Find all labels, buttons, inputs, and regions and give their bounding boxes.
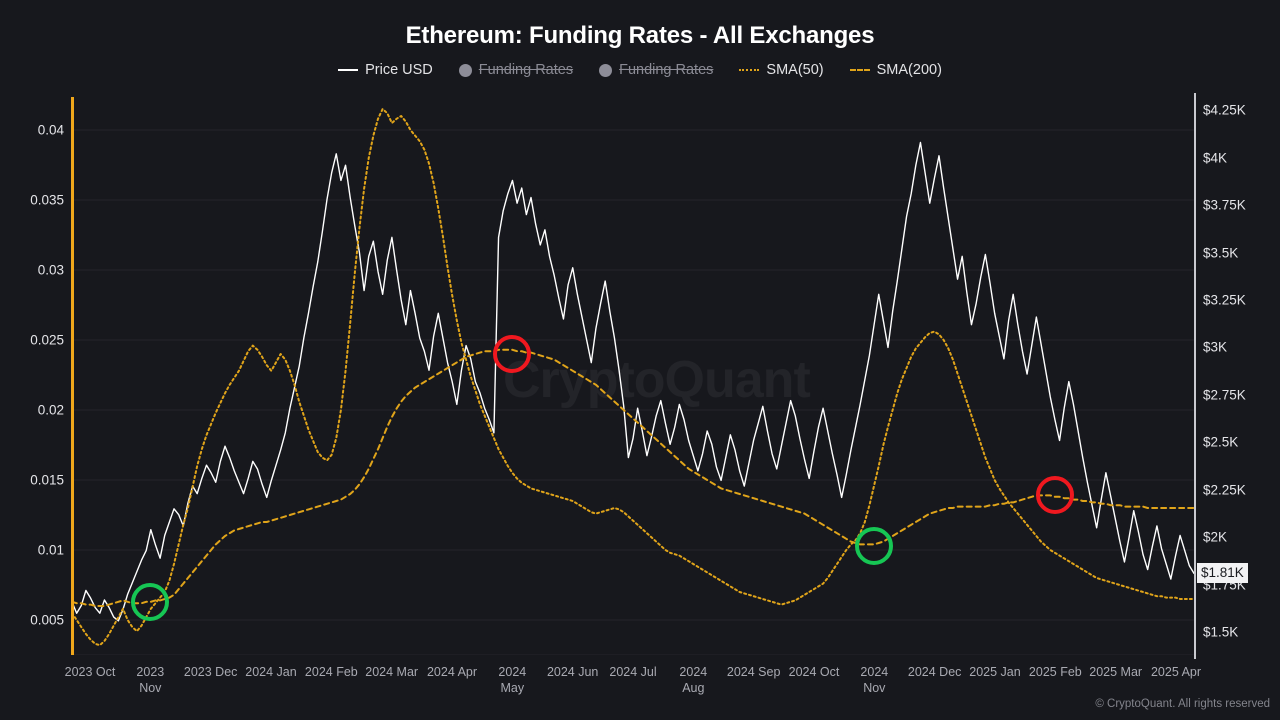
series-line-sma-50 <box>72 108 1194 647</box>
dotted-line-swatch-icon <box>739 69 760 71</box>
x-axis-tick-label: 2024 Aug <box>679 665 708 695</box>
copyright-footer: © CryptoQuant. All rights reserved <box>1095 698 1270 710</box>
legend-item-label: Funding Rates <box>619 62 714 78</box>
x-axis-tick-label: 2024 Sep <box>726 665 781 679</box>
legend-item-sma-50[interactable]: SMA(50) <box>739 62 824 78</box>
legend-item-price-usd[interactable]: Price USD <box>338 62 433 78</box>
x-axis-tick-label: 2024 Jun <box>546 665 599 679</box>
y-axis-right-tick-label: $2.25K <box>1203 482 1246 498</box>
annotation-bullish-crossover <box>855 526 894 565</box>
y-axis-left-tick-label: 0.01 <box>37 542 64 558</box>
y-axis-right-tick-label: $3.5K <box>1203 245 1239 261</box>
x-axis-tick-label: 2024 Feb <box>304 665 358 679</box>
page-title: Ethereum: Funding Rates - All Exchanges <box>405 22 875 49</box>
y-axis-right-tick-label: $2.5K <box>1203 434 1239 450</box>
x-axis-tick-label: 2024 May <box>498 665 527 695</box>
x-axis-tick-label: 2024 Jan <box>245 665 297 679</box>
series-line-price-usd <box>72 141 1194 622</box>
y-axis-right-tick-label: $1.5K <box>1203 624 1239 640</box>
y-axis-right-tick-label: $3K <box>1203 339 1228 355</box>
y-axis-left-line <box>71 97 74 655</box>
x-axis-tick-label: 2024 Jul <box>609 665 657 679</box>
x-axis-tick-label: 2024 Nov <box>860 665 889 695</box>
y-axis-right-tick-label: $3.75K <box>1203 197 1246 213</box>
y-axis-left-tick-label: 0.005 <box>30 612 64 628</box>
line-swatch-icon <box>338 69 359 71</box>
y-axis-left-tick-label: 0.03 <box>37 262 64 278</box>
x-axis-tick-label: 2024 Oct <box>788 665 840 679</box>
x-axis-tick-label: 2025 Jan <box>969 665 1021 679</box>
x-axis-tick-label: 2024 Dec <box>907 665 962 679</box>
x-axis-tick-label: 2025 Feb <box>1028 665 1082 679</box>
legend-item-label: SMA(200) <box>876 62 942 78</box>
current-price-badge: $1.81K <box>1197 563 1248 584</box>
y-axis-left-tick-label: 0.04 <box>37 122 64 138</box>
annotation-bearish-crossover <box>493 335 532 373</box>
dashed-line-swatch-icon <box>849 69 870 71</box>
y-axis-right-tick-label: $4K <box>1203 150 1228 166</box>
series-line-sma-200 <box>72 348 1194 607</box>
x-axis-tick-label: 2025 Apr <box>1150 665 1202 679</box>
legend-item-funding-rates[interactable]: Funding Rates <box>599 62 713 78</box>
x-axis-tick-label: 2024 Mar <box>365 665 419 679</box>
y-axis-right-tick-label: $2K <box>1203 529 1228 545</box>
legend-item-funding-rates[interactable]: Funding Rates <box>458 62 574 78</box>
plot-area <box>72 108 1194 655</box>
y-axis-left-tick-label: 0.015 <box>30 472 64 488</box>
x-axis-tick-label: 2024 Apr <box>426 665 478 679</box>
legend-item-label: Funding Rates <box>478 62 574 78</box>
dot-swatch-icon <box>458 63 472 77</box>
y-axis-right-tick-label: $4.25K <box>1203 102 1246 118</box>
y-axis-left-tick-label: 0.02 <box>37 402 64 418</box>
x-axis-tick-label: 2025 Mar <box>1089 665 1143 679</box>
legend-item-sma-200[interactable]: SMA(200) <box>849 62 942 78</box>
annotation-bearish-crossover <box>1036 476 1075 515</box>
legend-item-label: SMA(50) <box>766 62 824 78</box>
chart-legend: Price USD Funding Rates Funding Rates SMA(5… <box>0 62 1280 78</box>
x-axis-tick-label: 2023 Dec <box>183 665 238 679</box>
y-axis-right-tick-label: $3.25K <box>1203 292 1246 308</box>
y-axis-right-line <box>1194 93 1196 659</box>
y-axis-right-tick-label: $2.75K <box>1203 387 1246 403</box>
annotation-bullish-crossover <box>131 582 170 621</box>
y-axis-left-tick-label: 0.035 <box>30 192 64 208</box>
legend-item-label: Price USD <box>365 62 433 78</box>
x-axis-tick-label: 2023 Nov <box>136 665 165 695</box>
x-axis-tick-label: 2023 Oct <box>64 665 116 679</box>
y-axis-left-tick-label: 0.025 <box>30 332 64 348</box>
dot-swatch-icon <box>599 63 613 77</box>
